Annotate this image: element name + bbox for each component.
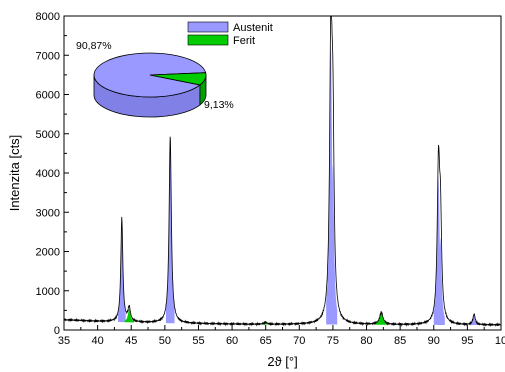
y-tick-label: 8000 xyxy=(36,11,60,23)
x-tick-label: 60 xyxy=(226,335,238,347)
pie-slice-ferit xyxy=(149,72,207,86)
x-tick-label: 95 xyxy=(461,335,473,347)
y-tick-label: 1000 xyxy=(36,286,60,298)
inset-pie-chart: 90,87% 9,13% xyxy=(76,40,234,118)
peak-fill-ferit-6 xyxy=(374,312,388,325)
y-tick-label: 2000 xyxy=(36,247,60,259)
legend-swatch-austenit xyxy=(187,21,229,33)
x-tick-label: 35 xyxy=(58,335,70,347)
peak-fill-austenit-8 xyxy=(436,237,445,325)
x-axis-ticks: 35 40 45 50 55 60 65 70 75 80 85 90 95 10 xyxy=(58,325,505,347)
x-tick-label: 45 xyxy=(125,335,137,347)
y-tick-label: 5000 xyxy=(36,129,60,141)
x-tick-label: 90 xyxy=(428,335,440,347)
y-axis-label: Intenzita [cts] xyxy=(7,135,22,212)
y-axis-ticks: 0 1000 2000 3000 4000 5000 6000 7000 8000 xyxy=(36,11,69,337)
x-tick-label: 10 xyxy=(495,335,505,347)
x-tick-label: 75 xyxy=(327,335,339,347)
legend: Austenit Ferit xyxy=(187,21,273,47)
x-tick-label: 65 xyxy=(260,335,272,347)
x-tick-label: 50 xyxy=(159,335,171,347)
peak-fill-austenit-5 xyxy=(328,164,338,325)
spectrum-line xyxy=(63,15,502,328)
x-tick-label: 80 xyxy=(360,335,372,347)
y-tick-label: 3000 xyxy=(36,207,60,219)
pie-label-ferit: 9,13% xyxy=(204,99,234,111)
x-tick-label: 85 xyxy=(394,335,406,347)
x-axis-label: 2ϑ [°] xyxy=(267,354,297,369)
peak-fill-ferit-1 xyxy=(124,308,134,323)
y-tick-label: 6000 xyxy=(36,90,60,102)
legend-label-austenit: Austenit xyxy=(233,22,273,34)
pie-slice-austenit xyxy=(93,52,207,98)
x-tick-label: 55 xyxy=(192,335,204,347)
x-tick-label: 40 xyxy=(91,335,103,347)
y-tick-label: 7000 xyxy=(36,50,60,62)
legend-label-ferit: Ferit xyxy=(233,35,255,47)
pie-label-austenit: 90,87% xyxy=(76,40,112,52)
y-tick-label: 0 xyxy=(54,325,60,337)
y-tick-label: 4000 xyxy=(36,168,60,180)
legend-swatch-ferit xyxy=(187,34,229,46)
x-tick-label: 70 xyxy=(293,335,305,347)
